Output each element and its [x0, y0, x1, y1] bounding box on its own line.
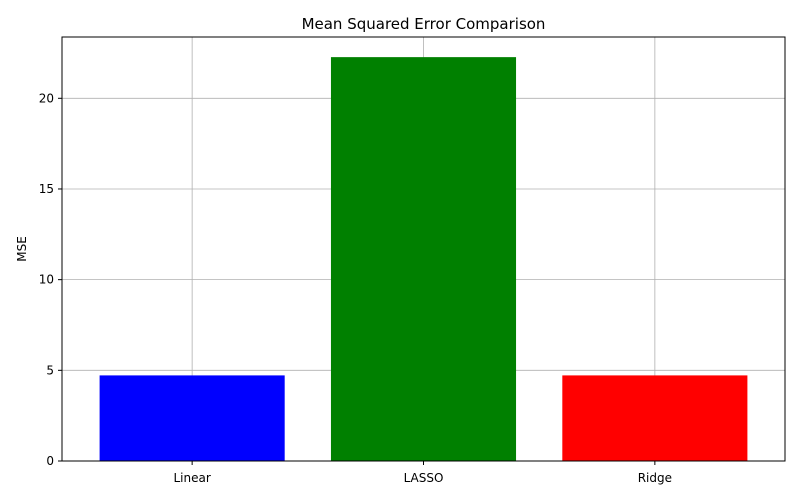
y-tick-label: 0	[46, 454, 54, 468]
bars	[99, 57, 748, 461]
x-tick-label: Ridge	[638, 471, 672, 485]
x-tick-label: LASSO	[404, 471, 444, 485]
y-tick-label: 20	[39, 91, 54, 105]
x-tick-label: Linear	[173, 471, 210, 485]
y-tick-label: 5	[46, 363, 54, 377]
y-tick-label: 15	[39, 182, 54, 196]
bar-linear	[99, 375, 285, 461]
bar-ridge	[562, 375, 748, 461]
bar-lasso	[330, 57, 517, 461]
chart-title: Mean Squared Error Comparison	[302, 15, 546, 33]
y-tick-label: 10	[39, 273, 54, 287]
plot-area-frame	[61, 36, 786, 462]
y-axis-label: MSE	[15, 236, 29, 262]
axis-ticks: 0 5 10 15 20 Linear LASSO Ridge	[39, 91, 672, 485]
